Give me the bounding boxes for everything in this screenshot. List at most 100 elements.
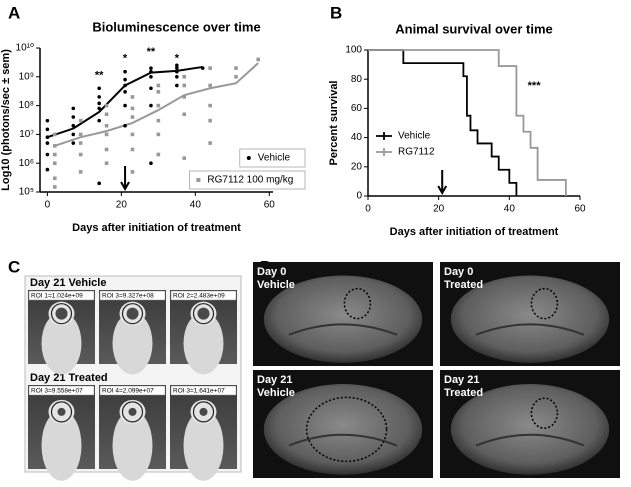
- point: [208, 141, 212, 145]
- point: [52, 144, 57, 148]
- treatment-arrow: [120, 166, 130, 192]
- point: [97, 101, 101, 106]
- point: [208, 118, 212, 123]
- legend-line: [376, 148, 392, 156]
- image-label: Day 0: [444, 266, 473, 278]
- point: [45, 152, 50, 157]
- mouse-body: [41, 312, 82, 375]
- point: [156, 83, 161, 88]
- point: [175, 66, 179, 70]
- point: [104, 147, 109, 152]
- point: [104, 123, 109, 128]
- point: [52, 185, 57, 189]
- image-label: Day 21: [444, 374, 479, 386]
- point: [123, 123, 127, 128]
- point: [45, 141, 50, 145]
- mouse-body: [112, 312, 153, 375]
- point: [71, 141, 76, 145]
- x-tick-label: 40: [190, 200, 202, 211]
- point: [149, 75, 153, 79]
- group-title: Day 21 Vehicle: [30, 277, 106, 289]
- signal: [128, 407, 137, 416]
- roi-label: ROI 4=2.099e+07: [102, 388, 154, 395]
- point: [45, 118, 50, 123]
- point: [182, 75, 187, 79]
- point: [52, 176, 57, 181]
- treatment-arrow: [437, 170, 448, 196]
- point: [156, 152, 161, 157]
- signal: [197, 307, 210, 320]
- image-label: Day 0: [257, 266, 286, 278]
- point: [175, 69, 179, 74]
- brain: [263, 384, 423, 475]
- x-tick-label: 60: [264, 200, 276, 211]
- image-label: Treated: [444, 387, 483, 399]
- point: [234, 75, 238, 79]
- tumor-outline: [530, 287, 559, 320]
- y-axis-label: Percent survival: [328, 81, 340, 166]
- point: [130, 115, 135, 119]
- point: [182, 156, 187, 160]
- point: [104, 132, 109, 137]
- y-axis-label: Log10 (photons/sec ± sem): [0, 49, 12, 191]
- x-axis-label: Days after initiation of treatment: [390, 226, 559, 238]
- brain: [450, 384, 610, 475]
- point: [123, 69, 127, 74]
- survival-curve: [368, 49, 518, 196]
- point: [71, 106, 76, 111]
- x-axis-label: Days after initiation of treatment: [72, 222, 241, 234]
- x-tick-label: 0: [45, 200, 51, 211]
- point: [78, 132, 83, 137]
- point: [104, 103, 109, 108]
- point: [156, 90, 161, 94]
- roi-label: ROI 3=9.327e+08: [102, 293, 154, 300]
- y-tick-label: 10⁶: [19, 158, 34, 169]
- roi-circle: [192, 401, 215, 423]
- point: [182, 95, 187, 99]
- point: [156, 132, 161, 137]
- survival-curve: [368, 49, 567, 196]
- roi-label-box: [99, 290, 166, 301]
- legend-line: [376, 132, 392, 140]
- signal: [55, 307, 68, 320]
- mouse-body: [112, 410, 153, 481]
- y-tick-label: 40: [351, 132, 363, 143]
- point: [234, 66, 238, 70]
- point: [208, 103, 212, 108]
- roi-label-box: [170, 385, 237, 396]
- point: [175, 75, 179, 79]
- point: [149, 86, 153, 91]
- point: [71, 123, 76, 128]
- roi-circle: [121, 401, 144, 423]
- point: [130, 106, 135, 111]
- roi-label: ROI 2=2.483e+09: [173, 293, 225, 300]
- point: [104, 112, 109, 117]
- legend-box: [189, 170, 306, 190]
- y-tick-label: 10⁷: [19, 129, 34, 140]
- significance: *: [175, 52, 180, 64]
- point: [130, 95, 135, 99]
- brain-fold: [475, 433, 585, 447]
- signal: [57, 407, 66, 416]
- point: [175, 63, 179, 68]
- y-tick-label: 10⁸: [19, 100, 34, 111]
- x-tick-label: 40: [504, 204, 516, 215]
- point: [156, 118, 161, 123]
- roi-label-box: [99, 385, 166, 396]
- legend-label: RG7112 100 mg/kg: [207, 175, 293, 186]
- point: [97, 106, 101, 111]
- x-tick-label: 20: [116, 200, 128, 211]
- point: [78, 170, 83, 174]
- significance: **: [95, 70, 104, 82]
- y-tick-label: 0: [356, 191, 362, 202]
- mouse-body: [183, 410, 224, 481]
- chart-title: Bioluminescence over time: [92, 19, 260, 34]
- charts: Bioluminescence over time Days after init…: [0, 19, 586, 237]
- legend-label: Vehicle: [258, 153, 291, 164]
- point: [78, 118, 83, 123]
- point: [52, 152, 57, 157]
- point: [182, 83, 187, 88]
- point: [208, 66, 212, 70]
- group-title: Day 21 Treated: [30, 372, 108, 384]
